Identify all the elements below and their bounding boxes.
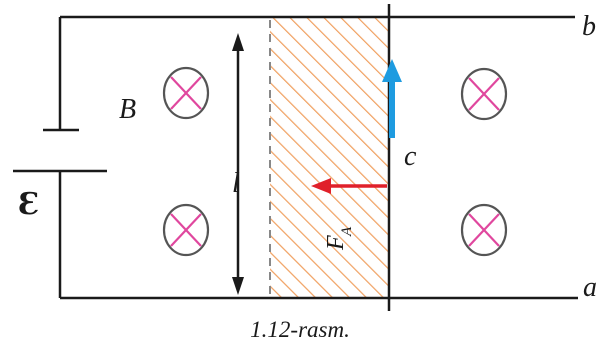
force-label: F A [323, 226, 355, 251]
figure-caption: 1.12-rasm. [250, 317, 350, 342]
label-b: b [582, 11, 596, 42]
field-cross-symbol [460, 203, 508, 257]
field-cross-symbol [162, 66, 210, 120]
current-arrow-head [382, 59, 402, 82]
length-arrow-down-head [232, 277, 244, 295]
field-cross-symbol [460, 67, 508, 121]
force-label-subscript: A [339, 226, 355, 237]
label-field-b: B [119, 94, 136, 125]
label-emf: Ɛ [18, 187, 40, 222]
force-arrow-head [311, 178, 331, 194]
force-label-main: F [323, 235, 349, 251]
label-length-l: l [232, 168, 240, 199]
label-a: a [583, 272, 597, 303]
field-cross-symbol [162, 203, 210, 257]
label-c: c [404, 141, 417, 172]
hatched-area [270, 17, 388, 298]
length-arrow-up-head [232, 33, 244, 51]
